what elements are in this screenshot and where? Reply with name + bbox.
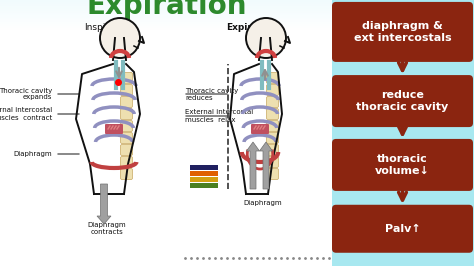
Bar (0, 23, 332, 24)
FancyBboxPatch shape (120, 144, 133, 156)
Bar (0, 16, 332, 17)
FancyBboxPatch shape (266, 144, 279, 156)
FancyBboxPatch shape (120, 73, 133, 84)
FancyBboxPatch shape (120, 109, 133, 119)
Bar (0, 10, 332, 11)
Bar (0, 26, 332, 27)
FancyBboxPatch shape (120, 85, 133, 95)
Bar (0, 20, 332, 21)
Bar (0, 24, 332, 25)
Bar (190, 177, 218, 182)
Bar (0, 6, 332, 7)
Text: Thoracic cavity
reduces: Thoracic cavity reduces (185, 88, 238, 101)
FancyBboxPatch shape (120, 132, 133, 143)
FancyBboxPatch shape (332, 139, 473, 191)
Text: reduce
thoracic cavity: reduce thoracic cavity (356, 90, 448, 112)
Bar (0, 15, 332, 16)
FancyArrow shape (259, 142, 273, 189)
Text: diaphragm &
ext intercostals: diaphragm & ext intercostals (354, 21, 451, 43)
Text: Inspiration: Inspiration (84, 23, 132, 32)
Bar (190, 165, 218, 170)
FancyBboxPatch shape (266, 156, 279, 168)
FancyBboxPatch shape (120, 168, 133, 180)
Bar (0, 21, 332, 22)
FancyArrow shape (97, 184, 111, 224)
Bar (0, 18, 332, 19)
FancyBboxPatch shape (266, 73, 279, 84)
Bar (0, 9, 332, 10)
Circle shape (100, 18, 140, 58)
FancyBboxPatch shape (120, 156, 133, 168)
Text: Diaphragm: Diaphragm (244, 200, 283, 206)
Bar (0, 2, 332, 3)
Bar (0, 28, 332, 29)
Text: External intercostal
muscles  relax: External intercostal muscles relax (185, 110, 253, 123)
Text: thoracic
volume↓: thoracic volume↓ (375, 154, 430, 176)
FancyBboxPatch shape (266, 120, 279, 131)
FancyBboxPatch shape (332, 2, 473, 62)
Text: Expiration: Expiration (226, 23, 278, 32)
Bar (0, 17, 332, 18)
FancyBboxPatch shape (251, 124, 269, 134)
FancyBboxPatch shape (266, 97, 279, 107)
Bar (0, 11, 332, 12)
FancyBboxPatch shape (120, 97, 133, 107)
Text: Diaphragm
contracts: Diaphragm contracts (88, 222, 126, 235)
Bar (0, 27, 332, 28)
Text: Diaphragm: Diaphragm (13, 151, 52, 157)
Text: External intercostal
muscles  contract: External intercostal muscles contract (0, 107, 52, 120)
FancyBboxPatch shape (266, 85, 279, 95)
Bar (0, 3, 332, 4)
FancyBboxPatch shape (266, 109, 279, 119)
Bar (0, 0, 332, 1)
FancyBboxPatch shape (266, 132, 279, 143)
FancyArrow shape (246, 142, 259, 189)
Text: Palv↑: Palv↑ (384, 224, 420, 234)
FancyBboxPatch shape (332, 75, 473, 127)
Bar (0, 5, 332, 6)
Bar (190, 171, 218, 176)
Bar (0, 12, 332, 13)
Bar (0, 19, 332, 20)
FancyBboxPatch shape (266, 168, 279, 180)
Text: Expiration: Expiration (87, 0, 247, 20)
Bar (0, 25, 332, 26)
Bar (0, 7, 332, 8)
Bar (0, 22, 332, 23)
FancyBboxPatch shape (105, 124, 123, 134)
Bar (0, 8, 332, 9)
Bar (332, 0, 474, 266)
FancyBboxPatch shape (332, 205, 473, 253)
FancyBboxPatch shape (120, 120, 133, 131)
Bar (0, 13, 332, 14)
Bar (0, 4, 332, 5)
Bar (0, 14, 332, 15)
Bar (0, 29, 332, 30)
Bar (0, 1, 332, 2)
Text: Thoracic cavity
expands: Thoracic cavity expands (0, 88, 52, 101)
Bar (190, 183, 218, 188)
Circle shape (246, 18, 286, 58)
